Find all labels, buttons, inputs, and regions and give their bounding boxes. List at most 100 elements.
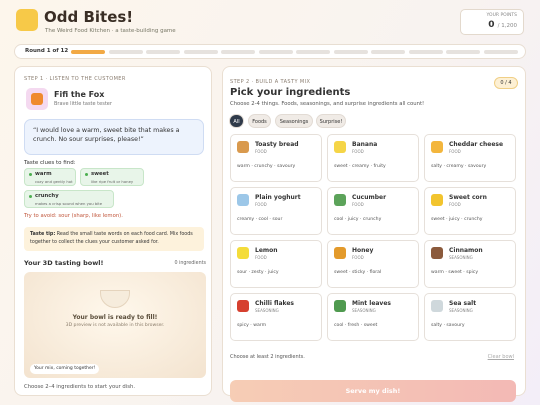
- ingredient-tastes: warm · sweet · spicy: [431, 270, 479, 275]
- ingredient-icon: [334, 194, 346, 206]
- step-label: STEP 1 · LISTEN TO THE CUSTOMER: [24, 76, 126, 82]
- clue-chip: crunchy makes a crisp sound when you bite: [24, 190, 114, 208]
- ingredient-name: Cheddar cheese: [449, 141, 504, 148]
- points-value: 0: [488, 20, 495, 30]
- builder-title: Pick your ingredients: [230, 87, 351, 98]
- ingredient-tastes: sweet · juicy · crunchy: [431, 217, 483, 222]
- bowl-ready: Your bowl is ready to fill!: [72, 314, 158, 321]
- tip-text: Read the small taste words on each food …: [30, 232, 193, 245]
- clue-dot: [29, 173, 32, 176]
- ingredient-icon: [431, 247, 443, 259]
- ingredient-card[interactable]: Lemon FOOD sour · zesty · juicy: [230, 240, 322, 288]
- ingredient-card[interactable]: Banana FOOD sweet · creamy · fruity: [327, 134, 419, 182]
- builder-subtitle: Choose 2-4 things. Foods, seasonings, an…: [230, 101, 425, 107]
- ingredient-tastes: spicy · warm: [237, 323, 267, 328]
- avatar: [26, 88, 48, 110]
- ingredient-name: Cinnamon: [449, 247, 483, 254]
- round-progress: [71, 50, 518, 54]
- ingredient-card[interactable]: Sea salt SEASONING salty · savoury: [424, 293, 516, 341]
- step-label: STEP 2 · BUILD A TASTY MIX: [230, 79, 311, 85]
- bowl-chip: Your mix, coming together!: [30, 364, 100, 374]
- progress-segment: [446, 50, 480, 54]
- tip: Taste tip: Read the small taste words on…: [24, 227, 204, 251]
- progress-segment: [183, 50, 218, 54]
- ingredient-icon: [237, 141, 249, 153]
- ingredient-card[interactable]: Chilli flakes SEASONING spicy · warm: [230, 293, 322, 341]
- bowl-hint: Choose 2–4 ingredients to start your dis…: [24, 384, 136, 390]
- ingredient-name: Honey: [352, 247, 374, 254]
- progress-segment: [371, 50, 405, 54]
- round-bar: Round 1 of 12: [14, 44, 526, 59]
- ingredient-type: FOOD: [255, 149, 267, 154]
- ingredient-icon: [334, 300, 346, 312]
- progress-segment: [258, 50, 293, 54]
- ingredient-type: SEASONING: [255, 308, 279, 313]
- ingredient-tastes: salty · savoury: [431, 323, 465, 328]
- ingredient-tastes: sweet · creamy · fruity: [334, 164, 386, 169]
- ingredient-name: Mint leaves: [352, 300, 391, 307]
- ingredient-tastes: cool · fresh · sweet: [334, 323, 378, 328]
- clear-button[interactable]: Clear bowl: [487, 354, 514, 360]
- ingredient-name: Cucumber: [352, 194, 387, 201]
- progress-segment: [71, 50, 105, 54]
- ingredient-card[interactable]: Sweet corn FOOD sweet · juicy · crunchy: [424, 187, 516, 235]
- ingredient-type: SEASONING: [352, 308, 376, 313]
- ingredient-icon: [334, 141, 346, 153]
- filter-tab[interactable]: Surprise!: [316, 114, 346, 128]
- ingredient-type: FOOD: [352, 149, 364, 154]
- ingredient-card[interactable]: Cucumber FOOD cool · juicy · crunchy: [327, 187, 419, 235]
- ingredient-card[interactable]: Toasty bread FOOD warm · crunchy · savoury: [230, 134, 322, 182]
- ingredient-type: SEASONING: [449, 308, 473, 313]
- ingredient-icon: [431, 141, 443, 153]
- ingredient-card[interactable]: Plain yoghurt FOOD creamy · cool · sour: [230, 187, 322, 235]
- avoid: Try to avoid: sour (sharp, like lemon).: [24, 213, 123, 219]
- ingredient-tastes: creamy · cool · sour: [237, 217, 283, 222]
- ingredient-card[interactable]: Cheddar cheese FOOD salty · creamy · savou…: [424, 134, 516, 182]
- app-subtitle: The Weird Food Kitchen · a taste-buildin…: [45, 28, 176, 34]
- ingredient-icon: [237, 247, 249, 259]
- ingredient-type: FOOD: [352, 255, 364, 260]
- counter: 0 / 4: [494, 77, 518, 89]
- serve-button[interactable]: Serve my dish!: [230, 380, 516, 402]
- ingredient-type: FOOD: [255, 255, 267, 260]
- customer-tagline: Brave little taste tester: [54, 101, 112, 107]
- filter-tab[interactable]: Foods: [248, 114, 271, 128]
- ingredient-name: Sweet corn: [449, 194, 487, 201]
- bowl-icon: [100, 290, 130, 308]
- points: 0 / 1,200: [488, 20, 517, 30]
- clue-dot: [85, 173, 88, 176]
- progress-segment: [408, 50, 443, 54]
- clue-word: sweet: [91, 171, 109, 177]
- ingredient-card[interactable]: Cinnamon SEASONING warm · sweet · spicy: [424, 240, 516, 288]
- clue-chip: warm cozy and gently hot: [24, 168, 76, 186]
- ingredient-icon: [237, 300, 249, 312]
- filter-tab[interactable]: Seasonings: [275, 114, 313, 128]
- ingredient-icon: [431, 194, 443, 206]
- ingredient-tastes: warm · crunchy · savoury: [237, 164, 296, 169]
- clue-dot: [29, 195, 32, 198]
- bowl-note: 3D preview is not available in this brow…: [65, 323, 165, 328]
- bowl-view: Your bowl is ready to fill! 3D preview i…: [24, 272, 206, 378]
- ingredient-name: Lemon: [255, 247, 278, 254]
- ingredient-name: Banana: [352, 141, 378, 148]
- filter-tab[interactable]: All: [229, 114, 244, 128]
- clue-hint: like ripe fruit or honey: [91, 179, 134, 184]
- ingredient-type: FOOD: [449, 202, 461, 207]
- progress-segment: [483, 50, 518, 54]
- ingredient-name: Sea salt: [449, 300, 477, 307]
- customer-name: Fifi the Fox: [54, 90, 105, 99]
- bowl-title: Your 3D tasting bowl!: [24, 259, 104, 267]
- ingredient-card[interactable]: Honey FOOD sweet · sticky · floral: [327, 240, 419, 288]
- ingredient-card[interactable]: Mint leaves SEASONING cool · fresh · sweet: [327, 293, 419, 341]
- points-max: / 1,200: [497, 23, 517, 29]
- ingredient-icon: [431, 300, 443, 312]
- ingredient-icon: [237, 194, 249, 206]
- ingredient-name: Plain yoghurt: [255, 194, 301, 201]
- app-title: Odd Bites!: [44, 8, 134, 26]
- ingredient-tastes: cool · juicy · crunchy: [334, 217, 382, 222]
- tip-label: Taste tip:: [30, 232, 56, 237]
- round-label: Round 1 of 12: [25, 48, 69, 54]
- ingredient-tastes: salty · creamy · savoury: [431, 164, 487, 169]
- logo: [16, 9, 38, 31]
